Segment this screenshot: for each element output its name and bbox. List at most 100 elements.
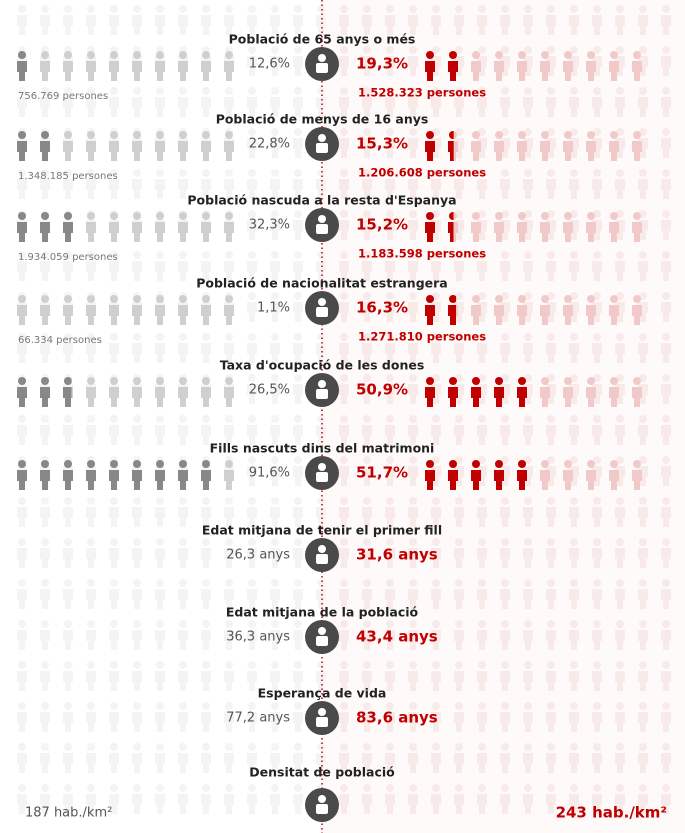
icon-head <box>524 333 532 341</box>
person-icon <box>40 295 50 325</box>
icon-head <box>541 212 549 220</box>
icon-body <box>632 222 642 242</box>
icon-head <box>478 415 486 423</box>
icon-body <box>431 261 441 281</box>
icon-body <box>661 712 671 732</box>
person-icon <box>40 620 50 650</box>
person-icon <box>615 5 625 35</box>
icon-body <box>155 15 165 35</box>
icon-head <box>449 460 457 468</box>
icon-head <box>662 5 670 13</box>
icon-head <box>662 374 670 382</box>
person-icon <box>247 743 257 773</box>
icon-body <box>638 507 648 527</box>
icon-head <box>248 661 256 669</box>
person-icon <box>86 784 96 814</box>
icon-body <box>454 712 464 732</box>
icon-head <box>317 87 325 95</box>
icon-body <box>270 15 280 35</box>
icon-body <box>339 138 349 158</box>
person-icon <box>155 333 165 363</box>
person-icon <box>63 661 73 691</box>
icon-body <box>293 507 303 527</box>
row: Població de nacionalitat estrangera1,1%6… <box>17 276 642 346</box>
icon-body <box>448 141 454 161</box>
person-icon <box>454 169 464 199</box>
icon-body <box>362 425 372 445</box>
icon-body <box>109 794 119 814</box>
person-icon <box>109 497 119 527</box>
icon-body <box>155 387 165 407</box>
icon-body <box>471 470 481 490</box>
right-value: 16,3% <box>356 299 408 317</box>
icon-head <box>662 292 670 300</box>
icon-head <box>386 497 394 505</box>
icon-head <box>110 579 118 587</box>
person-icon <box>293 374 303 404</box>
icon-body <box>293 15 303 35</box>
person-icon <box>109 743 119 773</box>
icon-head <box>156 460 164 468</box>
icon-head <box>541 131 549 139</box>
person-icon <box>431 333 441 363</box>
icon-head <box>616 333 624 341</box>
icon-head <box>455 784 463 792</box>
person-icon <box>40 661 50 691</box>
person-icon <box>247 784 257 814</box>
icon-body <box>109 222 119 242</box>
icon-head <box>587 377 595 385</box>
icon-body <box>270 466 280 486</box>
person-icon <box>86 5 96 35</box>
icon-head <box>409 5 417 13</box>
icon-body <box>132 589 142 609</box>
icon-head <box>41 212 49 220</box>
icon-head <box>317 743 325 751</box>
icon-head <box>179 661 187 669</box>
person-icon <box>431 5 441 35</box>
icon-body <box>431 753 441 773</box>
person-icon <box>247 292 257 322</box>
icon-body <box>609 387 619 407</box>
person-icon <box>86 538 96 568</box>
icon-head <box>202 620 210 628</box>
icon-head <box>110 415 118 423</box>
right-value: 19,3% <box>356 55 408 73</box>
row-title: Població nascuda a la resta d'Espanya <box>187 193 456 208</box>
icon-head <box>294 702 302 710</box>
icon-head <box>432 784 440 792</box>
icon-body <box>17 222 27 242</box>
icon-body <box>109 305 119 325</box>
icon-head <box>294 210 302 218</box>
person-icon <box>523 579 533 609</box>
icon-body <box>247 138 257 158</box>
icon-head <box>547 169 555 177</box>
person-icon <box>638 702 648 732</box>
icon-head <box>64 51 72 59</box>
person-icon <box>17 212 27 242</box>
icon-body <box>385 425 395 445</box>
icon-body <box>63 222 73 242</box>
icon-head <box>478 46 486 54</box>
icon-head <box>271 456 279 464</box>
person-icon <box>224 497 234 527</box>
icon-head <box>501 538 509 546</box>
person-icon <box>201 415 211 445</box>
icon-head <box>156 295 164 303</box>
person-icon <box>471 131 481 161</box>
icon-head <box>340 620 348 628</box>
icon-head <box>202 295 210 303</box>
icon-body <box>454 261 464 281</box>
icon-head <box>41 169 49 177</box>
icon-body <box>638 753 648 773</box>
icon-head <box>639 456 647 464</box>
icon-head <box>478 251 486 259</box>
icon-head <box>409 333 417 341</box>
icon-body <box>362 548 372 568</box>
icon-body <box>615 507 625 527</box>
icon-head <box>593 661 601 669</box>
person-icon <box>109 377 119 407</box>
icon-head <box>64 661 72 669</box>
icon-head <box>633 212 641 220</box>
icon-body <box>270 343 280 363</box>
icon-head <box>639 743 647 751</box>
